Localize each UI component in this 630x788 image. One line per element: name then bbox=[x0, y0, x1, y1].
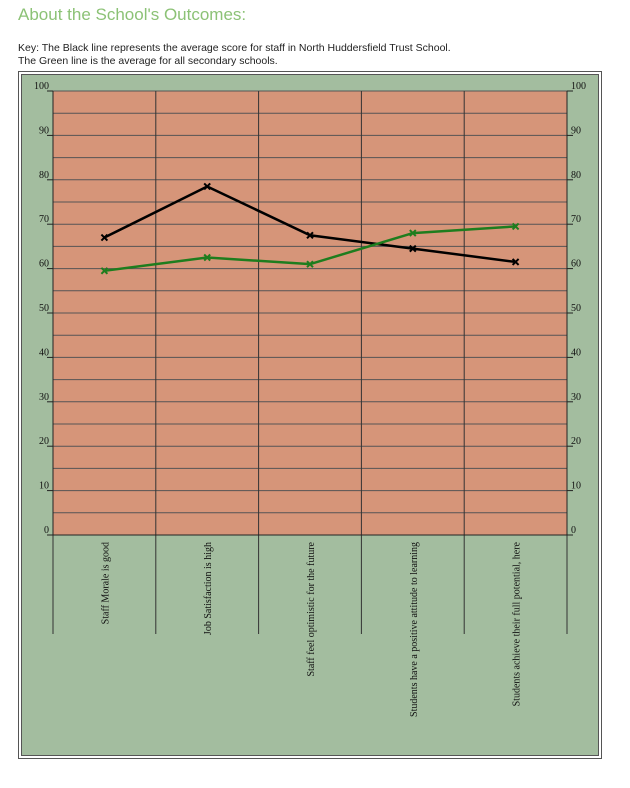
y-tick-label-right: 90 bbox=[571, 125, 581, 136]
series-point-0 bbox=[203, 182, 211, 191]
key-line-school: Key: The Black line represents the avera… bbox=[18, 42, 451, 54]
y-tick-label-left: 90 bbox=[39, 125, 49, 136]
y-tick-label-left: 60 bbox=[39, 259, 49, 270]
y-tick-label-right: 0 bbox=[571, 525, 576, 536]
y-tick-label-left: 10 bbox=[39, 481, 49, 492]
y-tick-label-right: 50 bbox=[571, 303, 581, 314]
y-tick-label-left: 70 bbox=[39, 214, 49, 225]
category-label: Staff feel optimistic for the future bbox=[306, 541, 317, 676]
y-tick-label-left: 30 bbox=[39, 392, 49, 403]
y-tick-label-right: 100 bbox=[571, 81, 586, 92]
y-tick-label-left: 0 bbox=[44, 525, 49, 536]
series-point-0 bbox=[306, 231, 314, 240]
category-label: Students achieve their full potential, h… bbox=[512, 541, 523, 706]
y-tick-label-left: 100 bbox=[34, 81, 49, 92]
y-tick-label-right: 40 bbox=[571, 347, 581, 358]
series-point-0 bbox=[409, 244, 417, 253]
y-tick-label-right: 60 bbox=[571, 259, 581, 270]
page-heading: About the School's Outcomes: bbox=[18, 5, 247, 24]
y-tick-label-left: 50 bbox=[39, 303, 49, 314]
series-point-1 bbox=[100, 267, 109, 275]
category-label: Students have a positive attitude to lea… bbox=[409, 542, 420, 717]
y-tick-label-right: 70 bbox=[571, 214, 581, 225]
y-tick-label-right: 10 bbox=[571, 481, 581, 492]
category-label: Staff Morale is good bbox=[100, 542, 111, 624]
category-label: Job Satisfaction is high bbox=[203, 542, 214, 635]
y-tick-label-right: 20 bbox=[571, 436, 581, 447]
chart-key: Key: The Black line represents the avera… bbox=[18, 42, 451, 68]
y-tick-label-right: 80 bbox=[571, 170, 581, 181]
series-point-0 bbox=[511, 258, 520, 266]
series-point-1 bbox=[203, 253, 211, 262]
series-point-1 bbox=[306, 260, 314, 268]
series-point-1 bbox=[409, 229, 417, 237]
key-line-national: The Green line is the average for all se… bbox=[18, 55, 278, 67]
series-point-1 bbox=[511, 222, 520, 231]
y-tick-label-left: 20 bbox=[39, 436, 49, 447]
y-tick-label-left: 40 bbox=[39, 347, 49, 358]
y-tick-label-right: 30 bbox=[571, 392, 581, 403]
series-point-0 bbox=[100, 233, 109, 242]
y-tick-label-left: 80 bbox=[39, 170, 49, 181]
